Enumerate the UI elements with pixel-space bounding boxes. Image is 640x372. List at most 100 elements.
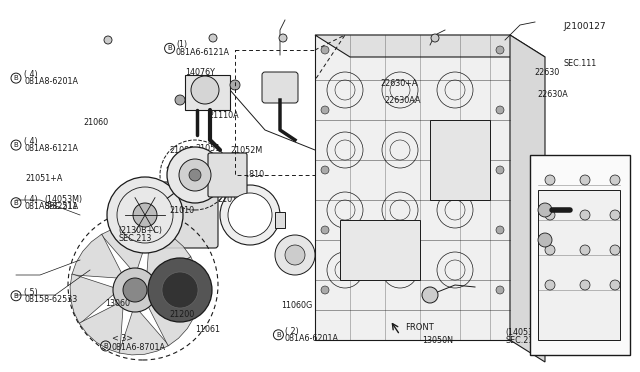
Bar bbox=[538, 190, 620, 340]
Polygon shape bbox=[510, 35, 545, 362]
Circle shape bbox=[545, 245, 555, 255]
Circle shape bbox=[538, 203, 552, 217]
Circle shape bbox=[580, 245, 590, 255]
Text: 081A6-6121A: 081A6-6121A bbox=[176, 48, 230, 57]
Circle shape bbox=[580, 210, 590, 220]
Text: FRONT: FRONT bbox=[405, 324, 434, 333]
Circle shape bbox=[545, 280, 555, 290]
Text: J2100127: J2100127 bbox=[563, 22, 606, 31]
Circle shape bbox=[321, 286, 329, 294]
Circle shape bbox=[496, 226, 504, 234]
Text: SEC.111: SEC.111 bbox=[563, 59, 596, 68]
Text: 21110A: 21110A bbox=[208, 111, 239, 120]
Circle shape bbox=[162, 272, 198, 308]
Circle shape bbox=[321, 46, 329, 54]
Text: ( 4): ( 4) bbox=[24, 70, 38, 79]
Text: 08158-62533: 08158-62533 bbox=[24, 295, 77, 304]
Circle shape bbox=[179, 159, 211, 191]
Text: ( 2): ( 2) bbox=[285, 327, 298, 336]
Text: 081A6-6201A: 081A6-6201A bbox=[285, 334, 339, 343]
Text: 22630: 22630 bbox=[534, 68, 559, 77]
Text: 081A6-8701A: 081A6-8701A bbox=[112, 343, 166, 352]
Text: 11060G: 11060G bbox=[282, 301, 313, 310]
Circle shape bbox=[538, 233, 552, 247]
Text: ( 4): ( 4) bbox=[24, 137, 38, 146]
Circle shape bbox=[321, 166, 329, 174]
Text: B: B bbox=[13, 142, 19, 148]
Polygon shape bbox=[72, 234, 122, 278]
Polygon shape bbox=[148, 302, 198, 346]
Text: B: B bbox=[167, 45, 172, 51]
Circle shape bbox=[148, 258, 212, 322]
FancyBboxPatch shape bbox=[208, 153, 247, 197]
Text: (14053M): (14053M) bbox=[45, 195, 83, 203]
Text: 21200: 21200 bbox=[170, 310, 195, 319]
Polygon shape bbox=[101, 225, 151, 270]
Circle shape bbox=[496, 106, 504, 114]
Text: 11061: 11061 bbox=[195, 325, 220, 334]
Circle shape bbox=[133, 203, 157, 227]
Circle shape bbox=[113, 268, 157, 312]
Text: 22630A: 22630A bbox=[538, 90, 568, 99]
Text: 21110B: 21110B bbox=[186, 96, 216, 105]
Polygon shape bbox=[155, 256, 200, 306]
Text: ( 5): ( 5) bbox=[24, 288, 38, 296]
Text: STUD(4): STUD(4) bbox=[211, 165, 244, 174]
Text: 14076Y: 14076Y bbox=[186, 68, 216, 77]
FancyBboxPatch shape bbox=[262, 72, 298, 103]
Text: 21060: 21060 bbox=[83, 118, 108, 127]
Circle shape bbox=[580, 175, 590, 185]
Circle shape bbox=[191, 76, 219, 104]
Text: 21051+A: 21051+A bbox=[26, 174, 63, 183]
Text: SEC.213: SEC.213 bbox=[118, 234, 152, 243]
Circle shape bbox=[107, 177, 183, 253]
Bar bbox=[530, 155, 630, 355]
Circle shape bbox=[167, 147, 223, 203]
Bar bbox=[340, 220, 420, 280]
Text: B: B bbox=[13, 200, 19, 206]
Text: (1): (1) bbox=[176, 40, 187, 49]
Text: B: B bbox=[13, 75, 19, 81]
Circle shape bbox=[431, 34, 439, 42]
Circle shape bbox=[228, 193, 272, 237]
Circle shape bbox=[230, 80, 240, 90]
Circle shape bbox=[545, 210, 555, 220]
Text: 21052M: 21052M bbox=[230, 146, 262, 155]
Text: (2130B+C): (2130B+C) bbox=[118, 226, 163, 235]
Circle shape bbox=[545, 175, 555, 185]
Circle shape bbox=[279, 34, 287, 42]
Text: 21051: 21051 bbox=[195, 144, 220, 153]
Text: < 3>: < 3> bbox=[112, 334, 133, 343]
Circle shape bbox=[610, 210, 620, 220]
Circle shape bbox=[321, 106, 329, 114]
Circle shape bbox=[496, 166, 504, 174]
Circle shape bbox=[209, 34, 217, 42]
Text: 08226-61810: 08226-61810 bbox=[211, 170, 264, 179]
Text: 21010: 21010 bbox=[170, 206, 195, 215]
Text: B: B bbox=[13, 293, 19, 299]
Polygon shape bbox=[185, 75, 230, 110]
Circle shape bbox=[189, 169, 201, 181]
Text: 22630AA: 22630AA bbox=[384, 96, 420, 105]
Text: 081A8-6121A: 081A8-6121A bbox=[24, 144, 78, 153]
Circle shape bbox=[422, 287, 438, 303]
Circle shape bbox=[496, 46, 504, 54]
Text: 21082: 21082 bbox=[170, 146, 195, 155]
Text: SEC.211: SEC.211 bbox=[506, 336, 539, 345]
Circle shape bbox=[610, 245, 620, 255]
Circle shape bbox=[175, 95, 185, 105]
Circle shape bbox=[123, 278, 147, 302]
Polygon shape bbox=[79, 303, 123, 353]
Bar bbox=[275, 212, 285, 228]
Text: ( 4): ( 4) bbox=[24, 195, 38, 203]
Polygon shape bbox=[315, 35, 545, 57]
Bar bbox=[430, 120, 490, 200]
Circle shape bbox=[275, 235, 315, 275]
FancyBboxPatch shape bbox=[162, 182, 218, 248]
Circle shape bbox=[321, 226, 329, 234]
Circle shape bbox=[104, 36, 112, 44]
Text: B: B bbox=[276, 332, 281, 338]
Circle shape bbox=[285, 245, 305, 265]
Circle shape bbox=[610, 175, 620, 185]
Text: 13050N: 13050N bbox=[422, 336, 453, 345]
